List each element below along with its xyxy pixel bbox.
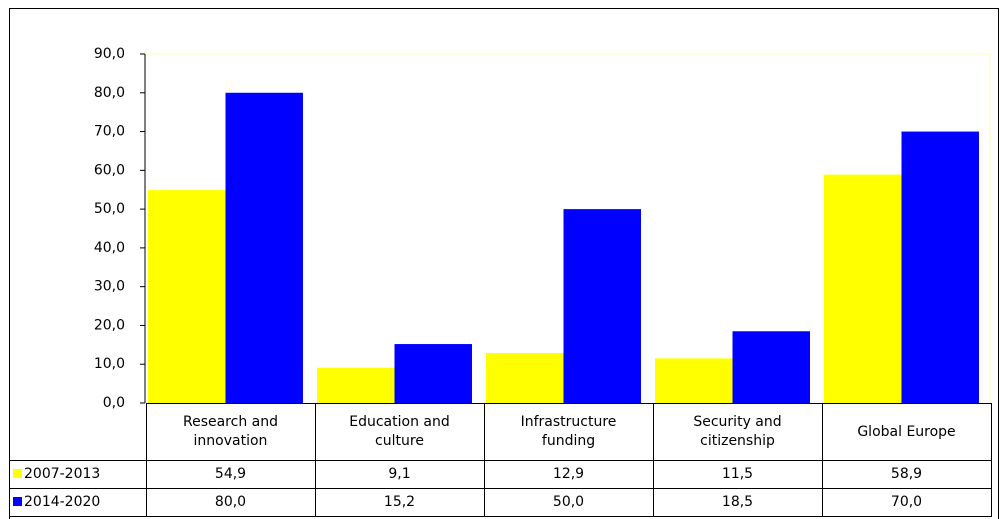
- legend-label: 2014-2020: [24, 494, 101, 510]
- y-tick-label: 40,0: [94, 240, 125, 256]
- bar: [824, 174, 902, 403]
- data-table: Research and innovation Education and cul…: [9, 403, 992, 517]
- bar: [655, 358, 733, 403]
- y-tick-label: 20,0: [94, 317, 125, 333]
- value-label: 58,9: [821, 460, 992, 489]
- value-label: 70,0: [821, 488, 992, 517]
- bar: [563, 209, 641, 403]
- bar: [732, 331, 810, 403]
- value-label: 54,9: [145, 460, 316, 489]
- table-row: 2014-2020 80,0 15,2 50,0 18,5 70,0: [9, 488, 992, 517]
- legend-label: 2007-2013: [24, 466, 101, 482]
- bar: [394, 344, 472, 403]
- value-label: 18,5: [652, 488, 823, 517]
- y-tick-label: 50,0: [94, 201, 125, 217]
- value-label: 80,0: [145, 488, 316, 517]
- y-tick-label: 10,0: [94, 356, 125, 372]
- bar: [486, 352, 564, 403]
- y-tick-label: 90,0: [94, 46, 125, 62]
- bar: [317, 367, 395, 403]
- y-tick-label: 80,0: [94, 85, 125, 101]
- category-label: Infrastructure funding: [483, 403, 654, 461]
- legend-swatch: [13, 497, 22, 506]
- category-label: Security and citizenship: [652, 403, 823, 461]
- legend-swatch: [13, 469, 22, 478]
- bar: [901, 131, 979, 404]
- bar: [225, 92, 303, 404]
- value-label: 50,0: [483, 488, 654, 517]
- legend-entry: 2007-2013: [9, 460, 147, 489]
- table-corner: [9, 403, 147, 461]
- value-label: 11,5: [652, 460, 823, 489]
- y-tick-label: 30,0: [94, 279, 125, 295]
- table-header-row: Research and innovation Education and cul…: [9, 403, 992, 461]
- value-label: 15,2: [314, 488, 485, 517]
- y-tick-label: 60,0: [94, 162, 125, 178]
- chart-border: [9, 8, 999, 519]
- legend-entry: 2014-2020: [9, 488, 147, 517]
- category-label: Global Europe: [821, 403, 992, 461]
- category-label: Education and culture: [314, 403, 485, 461]
- table-row: 2007-2013 54,9 9,1 12,9 11,5 58,9: [9, 460, 992, 489]
- bar: [148, 190, 226, 403]
- category-label: Research and innovation: [145, 403, 316, 461]
- value-label: 9,1: [314, 460, 485, 489]
- y-tick-label: 70,0: [94, 124, 125, 140]
- value-label: 12,9: [483, 460, 654, 489]
